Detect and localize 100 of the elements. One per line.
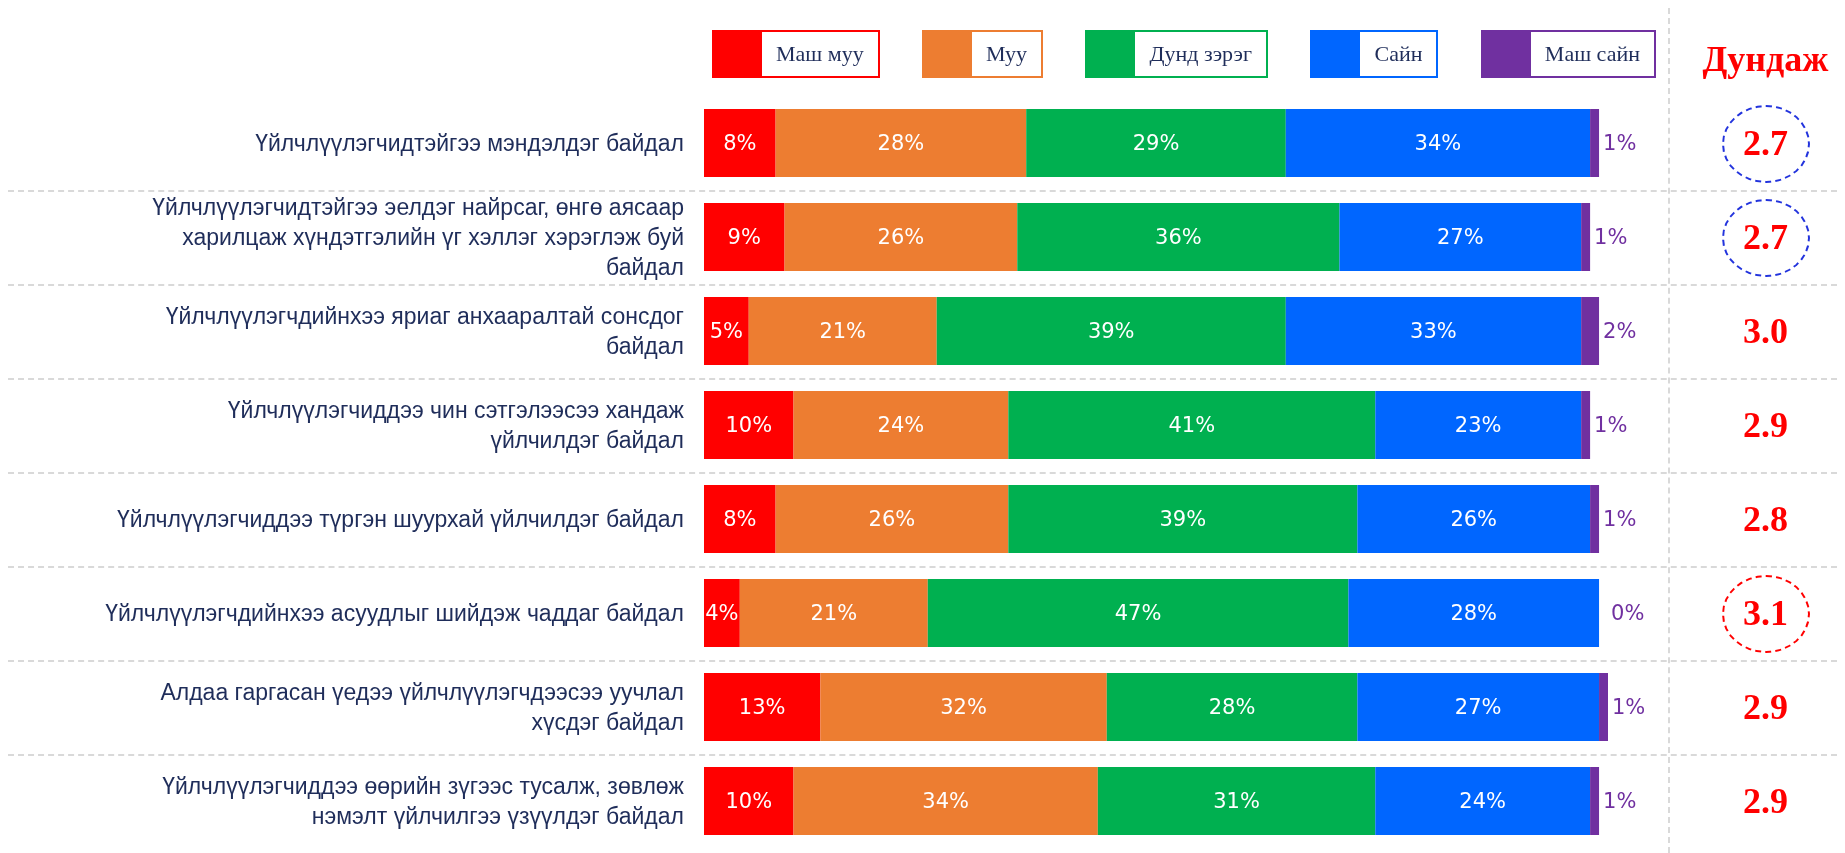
bar xyxy=(820,673,1107,741)
data-label: 29% xyxy=(1132,131,1180,155)
bar xyxy=(1008,391,1376,459)
legend-label: Дунд зэрэг xyxy=(1135,30,1269,78)
bar xyxy=(748,297,937,365)
data-label: 28% xyxy=(1450,601,1498,625)
bar xyxy=(704,579,740,647)
data-label: 32% xyxy=(940,695,987,719)
bar xyxy=(1357,485,1591,553)
text: 2.7 xyxy=(1742,122,1789,165)
bar xyxy=(704,673,821,741)
bar xyxy=(1590,109,1600,177)
bar xyxy=(1375,767,1591,835)
bar xyxy=(784,203,1018,271)
data-label: 36% xyxy=(1155,225,1202,249)
bar xyxy=(1581,297,1600,365)
bar xyxy=(927,579,1349,647)
bar xyxy=(704,485,776,553)
bar xyxy=(793,391,1009,459)
data-label: 26% xyxy=(877,225,925,249)
y-tick-label: Үйлчлүүлэгчидтэйгээ эелдэг найрсаг, өнгө аясаар харилцаж хүндэтгэлийн үг хэллэг хэрэглэж буй байдал xyxy=(152,194,684,280)
y-tick-label: Үйлчлүүлэгчиддээ чин сэтгэлээсээ хандаж үйлчилдэг байдал xyxy=(227,397,685,453)
bar xyxy=(1008,485,1358,553)
data-label: 1% xyxy=(1594,225,1628,249)
data-label: 8% xyxy=(723,131,757,155)
data-label: 39% xyxy=(1087,319,1135,343)
data-label: 26% xyxy=(1450,507,1498,531)
text: 2.9 xyxy=(1742,780,1789,823)
bar xyxy=(1017,203,1340,271)
data-label: 24% xyxy=(877,413,925,437)
data-label: 27% xyxy=(1454,695,1502,719)
y-tick-label: Үйлчлүүлэгчидтэйгээ мэндэлдэг байдал xyxy=(255,130,684,156)
data-label: 27% xyxy=(1436,225,1484,249)
data-label: 28% xyxy=(877,131,925,155)
bar xyxy=(1590,485,1600,553)
text: 2.9 xyxy=(1742,686,1789,729)
bar xyxy=(793,767,1098,835)
text: 3.0 xyxy=(1742,310,1789,353)
data-label: 10% xyxy=(725,789,773,813)
bar xyxy=(704,109,776,177)
bar xyxy=(1357,673,1600,741)
data-label: 41% xyxy=(1168,413,1216,437)
data-label: 34% xyxy=(922,789,970,813)
data-label: 1% xyxy=(1603,507,1637,531)
bar xyxy=(1026,109,1286,177)
bar xyxy=(739,579,928,647)
data-label: 21% xyxy=(819,319,867,343)
y-tick-label: Үйлчлүүлэгчиддээ өөрийн зүгээс тусалж, зөвлөж нэмэлт үйлчилгээ үзүүлдэг байдал xyxy=(162,773,685,829)
bar xyxy=(1375,391,1582,459)
y-tick-label: Алдаа гаргасан үедээ үйлчлүүлэгчдээсээ уучлал хүсдэг байдал xyxy=(160,679,684,735)
data-label: 26% xyxy=(868,507,916,531)
data-label: 47% xyxy=(1114,601,1162,625)
bar xyxy=(1599,673,1608,741)
legend-label: Сайн xyxy=(1360,30,1439,78)
text: 2.9 xyxy=(1742,404,1789,447)
data-label: 24% xyxy=(1459,789,1507,813)
bar xyxy=(704,767,794,835)
bar xyxy=(1106,673,1358,741)
bar xyxy=(1581,391,1591,459)
data-label: 8% xyxy=(723,507,757,531)
bar xyxy=(1581,203,1591,271)
y-tick-label: Үйлчлүүлэгчдийнхээ асуудлыг шийдэж чаддаг байдал xyxy=(105,600,684,626)
bar xyxy=(1590,767,1600,835)
legend-label: Муу xyxy=(972,30,1044,78)
bar xyxy=(1285,297,1582,365)
data-label: 10% xyxy=(725,413,773,437)
data-label: 31% xyxy=(1213,789,1260,813)
bar xyxy=(1285,109,1591,177)
data-label: 5% xyxy=(709,319,744,343)
bar xyxy=(775,485,1009,553)
data-label: 1% xyxy=(1603,131,1637,155)
text: 3.1 xyxy=(1742,592,1789,635)
y-tick-label: Үйлчлүүлэгчиддээ түргэн шуурхай үйлчилдэг байдал xyxy=(117,506,684,532)
data-label: 39% xyxy=(1159,507,1207,531)
text: Дундаж xyxy=(1701,38,1830,80)
bar xyxy=(704,203,785,271)
data-label: 28% xyxy=(1208,695,1256,719)
data-label: 4% xyxy=(705,601,739,625)
data-label: 13% xyxy=(738,695,786,719)
legend-label: Маш сайн xyxy=(1530,30,1656,78)
data-label: 2% xyxy=(1603,319,1637,343)
bar xyxy=(775,109,1027,177)
bar xyxy=(704,297,749,365)
text: 2.7 xyxy=(1742,216,1789,259)
data-label: 0% xyxy=(1611,600,1645,627)
bar xyxy=(704,391,794,459)
data-label: 34% xyxy=(1414,131,1462,155)
text: 2.8 xyxy=(1742,498,1789,541)
bar xyxy=(936,297,1286,365)
data-label: 1% xyxy=(1612,695,1646,719)
data-label: 1% xyxy=(1603,789,1637,813)
bar xyxy=(1348,579,1600,647)
legend-label: Маш муу xyxy=(762,30,880,78)
y-tick-label: Үйлчлүүлэгчдийнхээ яриаг анхааралтай сонсдог байдал xyxy=(165,303,684,359)
data-label: 9% xyxy=(727,225,761,249)
data-label: 1% xyxy=(1594,413,1628,437)
data-label: 23% xyxy=(1454,413,1502,437)
bar xyxy=(1339,203,1582,271)
data-label: 33% xyxy=(1410,319,1457,343)
data-label: 21% xyxy=(810,601,858,625)
